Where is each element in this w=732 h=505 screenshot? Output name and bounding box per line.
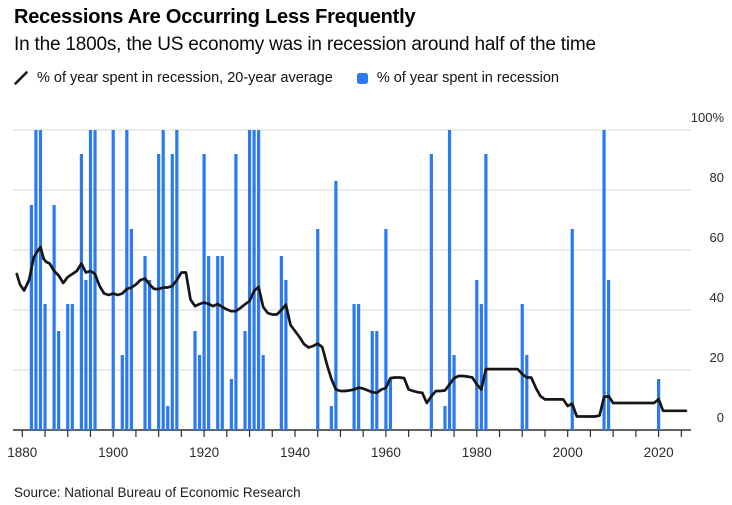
- recession-bar: [484, 154, 488, 430]
- recession-bar: [388, 379, 393, 430]
- recession-bar: [261, 355, 265, 430]
- recession-bar: [234, 154, 238, 430]
- x-tick-label: 1980: [462, 445, 492, 460]
- recession-bar: [29, 205, 33, 430]
- recession-bar: [207, 256, 211, 430]
- recession-bar: [279, 256, 283, 430]
- recession-bar: [220, 256, 224, 430]
- recession-bar: [125, 130, 129, 430]
- recession-bar: [216, 256, 220, 430]
- recession-bar: [252, 130, 256, 430]
- recession-bar: [334, 181, 338, 430]
- chart-subtitle: In the 1800s, the US economy was in rece…: [14, 34, 596, 55]
- recession-bar: [447, 130, 452, 430]
- recession-bar: [375, 331, 379, 430]
- source-note: Source: National Bureau of Economic Rese…: [14, 485, 301, 500]
- average-line: [15, 245, 688, 418]
- x-tick-label: 1920: [189, 445, 219, 460]
- y-axis-label: 100%: [691, 110, 725, 125]
- recession-bar: [357, 304, 361, 430]
- recession-bar: [525, 355, 529, 430]
- recession-bar: [247, 130, 252, 430]
- recession-bar: [607, 280, 611, 430]
- recession-bar: [202, 154, 206, 430]
- recession-bar: [129, 229, 133, 430]
- recession-bar: [57, 331, 61, 430]
- recession-bar: [284, 280, 288, 430]
- recession-bar: [157, 154, 161, 430]
- recession-bar: [143, 256, 147, 430]
- recession-bar: [197, 355, 202, 430]
- recession-bar: [452, 355, 456, 430]
- recession-bar: [520, 304, 524, 430]
- recession-bar: [475, 280, 479, 430]
- recession-bar: [243, 331, 247, 430]
- x-tick-label: 2000: [553, 445, 583, 460]
- recession-bar: [479, 304, 483, 430]
- recession-bar: [84, 280, 88, 430]
- recession-bar: [170, 154, 174, 430]
- y-axis-label: 20: [710, 350, 724, 365]
- chart-legend: % of year spent in recession, 20-year av…: [14, 68, 724, 88]
- y-axis-label: 80: [710, 170, 724, 185]
- recession-bar: [602, 130, 606, 430]
- x-tick-label: 1960: [371, 445, 401, 460]
- recession-bar: [111, 130, 115, 430]
- recession-bar: [193, 331, 197, 430]
- x-tick-label: 1880: [7, 445, 37, 460]
- y-axis-label: 40: [710, 290, 724, 305]
- legend-item-average: % of year spent in recession, 20-year av…: [14, 70, 333, 86]
- recession-bar: [257, 130, 261, 430]
- page-title: Recessions Are Occurring Less Frequently: [14, 6, 416, 28]
- bar-swatch-icon: [356, 72, 368, 84]
- legend-bars-label: % of year spent in recession: [376, 70, 559, 86]
- x-tick-label: 2020: [644, 445, 674, 460]
- recession-bar: [657, 379, 661, 430]
- y-axis-label: 60: [710, 230, 724, 245]
- y-axis-label: 0: [717, 410, 724, 425]
- x-tick-label: 1940: [280, 445, 310, 460]
- recession-bar: [43, 304, 47, 430]
- recession-bar: [316, 229, 320, 430]
- recession-bar: [570, 229, 574, 430]
- recession-bar: [79, 154, 83, 430]
- recession-bar: [166, 406, 170, 430]
- recession-bar: [34, 130, 38, 430]
- recession-bar: [120, 355, 124, 430]
- recession-bar: [370, 331, 374, 430]
- recession-bar: [429, 154, 433, 430]
- recession-bar: [66, 304, 70, 430]
- recession-bar: [329, 406, 333, 430]
- recession-bar: [443, 406, 447, 430]
- recession-bar: [93, 130, 97, 430]
- x-tick-label: 1900: [98, 445, 128, 460]
- line-slash-icon: [14, 71, 28, 85]
- recession-bar: [70, 304, 74, 430]
- recession-bar: [88, 130, 93, 430]
- recession-bar: [147, 280, 152, 430]
- recession-bar: [161, 130, 165, 430]
- recession-bar: [52, 205, 56, 430]
- recession-bar: [229, 379, 233, 430]
- recession-bar: [38, 130, 43, 430]
- recession-bar: [352, 304, 356, 430]
- legend-item-bars: % of year spent in recession: [356, 70, 559, 86]
- legend-average-label: % of year spent in recession, 20-year av…: [37, 70, 333, 86]
- recession-bar: [384, 229, 388, 430]
